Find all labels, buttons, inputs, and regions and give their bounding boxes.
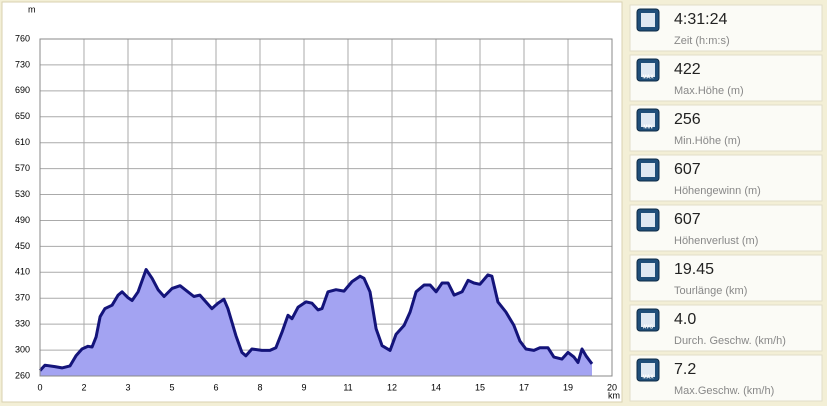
stat-row [629, 154, 823, 202]
stat-icon-inner [641, 63, 655, 77]
line [38, 268, 594, 372]
y-tick-label: 370 [15, 293, 30, 303]
stat-row [629, 354, 823, 402]
stat-row [629, 54, 823, 102]
y-tick-label: 760 [15, 33, 30, 43]
y-tick-label: 490 [15, 215, 30, 225]
stat-icon-inner [641, 313, 655, 327]
stat-badge: MIN [643, 124, 653, 130]
stat-value: 4.0 [674, 311, 696, 328]
y-tick-label: 410 [15, 267, 30, 277]
y-tick-label: 570 [15, 163, 30, 173]
x-tick-label: 11 [343, 382, 352, 392]
stat-value: 7.2 [674, 361, 696, 378]
x-tick-label: 9 [301, 382, 306, 392]
stat-label: Max.Geschw. (km/h) [674, 385, 774, 397]
plot-frame [39, 38, 613, 377]
y-tick-label: 260 [15, 370, 30, 380]
stat-icon-inner [641, 163, 655, 177]
stat-label: Min.Höhe (m) [674, 135, 741, 147]
x-unit: km [608, 390, 620, 400]
stat-label: Durch. Geschw. (km/h) [674, 335, 786, 347]
stat-value: 4:31:24 [674, 11, 727, 28]
stat-value: 607 [674, 211, 701, 228]
x-tick-label: 8 [257, 382, 262, 392]
stat-row [629, 104, 823, 152]
x-tick-label: 5 [169, 382, 174, 392]
stat-badge: MAX [642, 74, 654, 80]
stat-icon-inner [641, 213, 655, 227]
x-tick-label: 2 [81, 382, 86, 392]
y-tick-label: 650 [15, 111, 30, 121]
x-tick-label: 3 [125, 382, 130, 392]
stat-label: Höhengewinn (m) [674, 185, 761, 197]
stat-badge: AVG [643, 324, 654, 330]
stat-value: 422 [674, 61, 701, 78]
stat-icon-inner [641, 263, 655, 277]
stat-row [629, 254, 823, 302]
y-tick-label: 690 [15, 85, 30, 95]
y-unit: m [28, 4, 36, 14]
stat-label: Max.Höhe (m) [674, 85, 744, 97]
stat-row [629, 4, 823, 52]
stat-value: 607 [674, 161, 701, 178]
y-tick-label: 610 [15, 137, 30, 147]
x-tick-label: 0 [37, 382, 42, 392]
x-tick-label: 19 [563, 382, 573, 392]
y-tick-label: 730 [15, 59, 30, 69]
x-tick-label: 17 [519, 382, 529, 392]
stat-icon-inner [641, 13, 655, 27]
y-tick-label: 450 [15, 241, 30, 251]
y-tick-label: 530 [15, 189, 30, 199]
stat-badge: MAX [642, 374, 654, 380]
stat-label: Höhenverlust (m) [674, 235, 758, 247]
stat-row [629, 204, 823, 252]
stat-label: Zeit (h:m:s) [674, 35, 730, 47]
stat-icon-inner [641, 113, 655, 127]
x-tick-label: 6 [213, 382, 218, 392]
y-tick-label: 300 [15, 344, 30, 354]
stat-row [629, 304, 823, 352]
y-tick-label: 330 [15, 319, 30, 329]
x-tick-label: 15 [475, 382, 485, 392]
x-tick-label: 14 [431, 382, 441, 392]
stat-label: Tourlänge (km) [674, 285, 747, 297]
stat-icon-inner [641, 363, 655, 377]
x-tick-label: 12 [387, 382, 397, 392]
x-tick-label: 20 [607, 382, 617, 392]
stat-value: 256 [674, 111, 701, 128]
stat-value: 19.45 [674, 261, 714, 278]
